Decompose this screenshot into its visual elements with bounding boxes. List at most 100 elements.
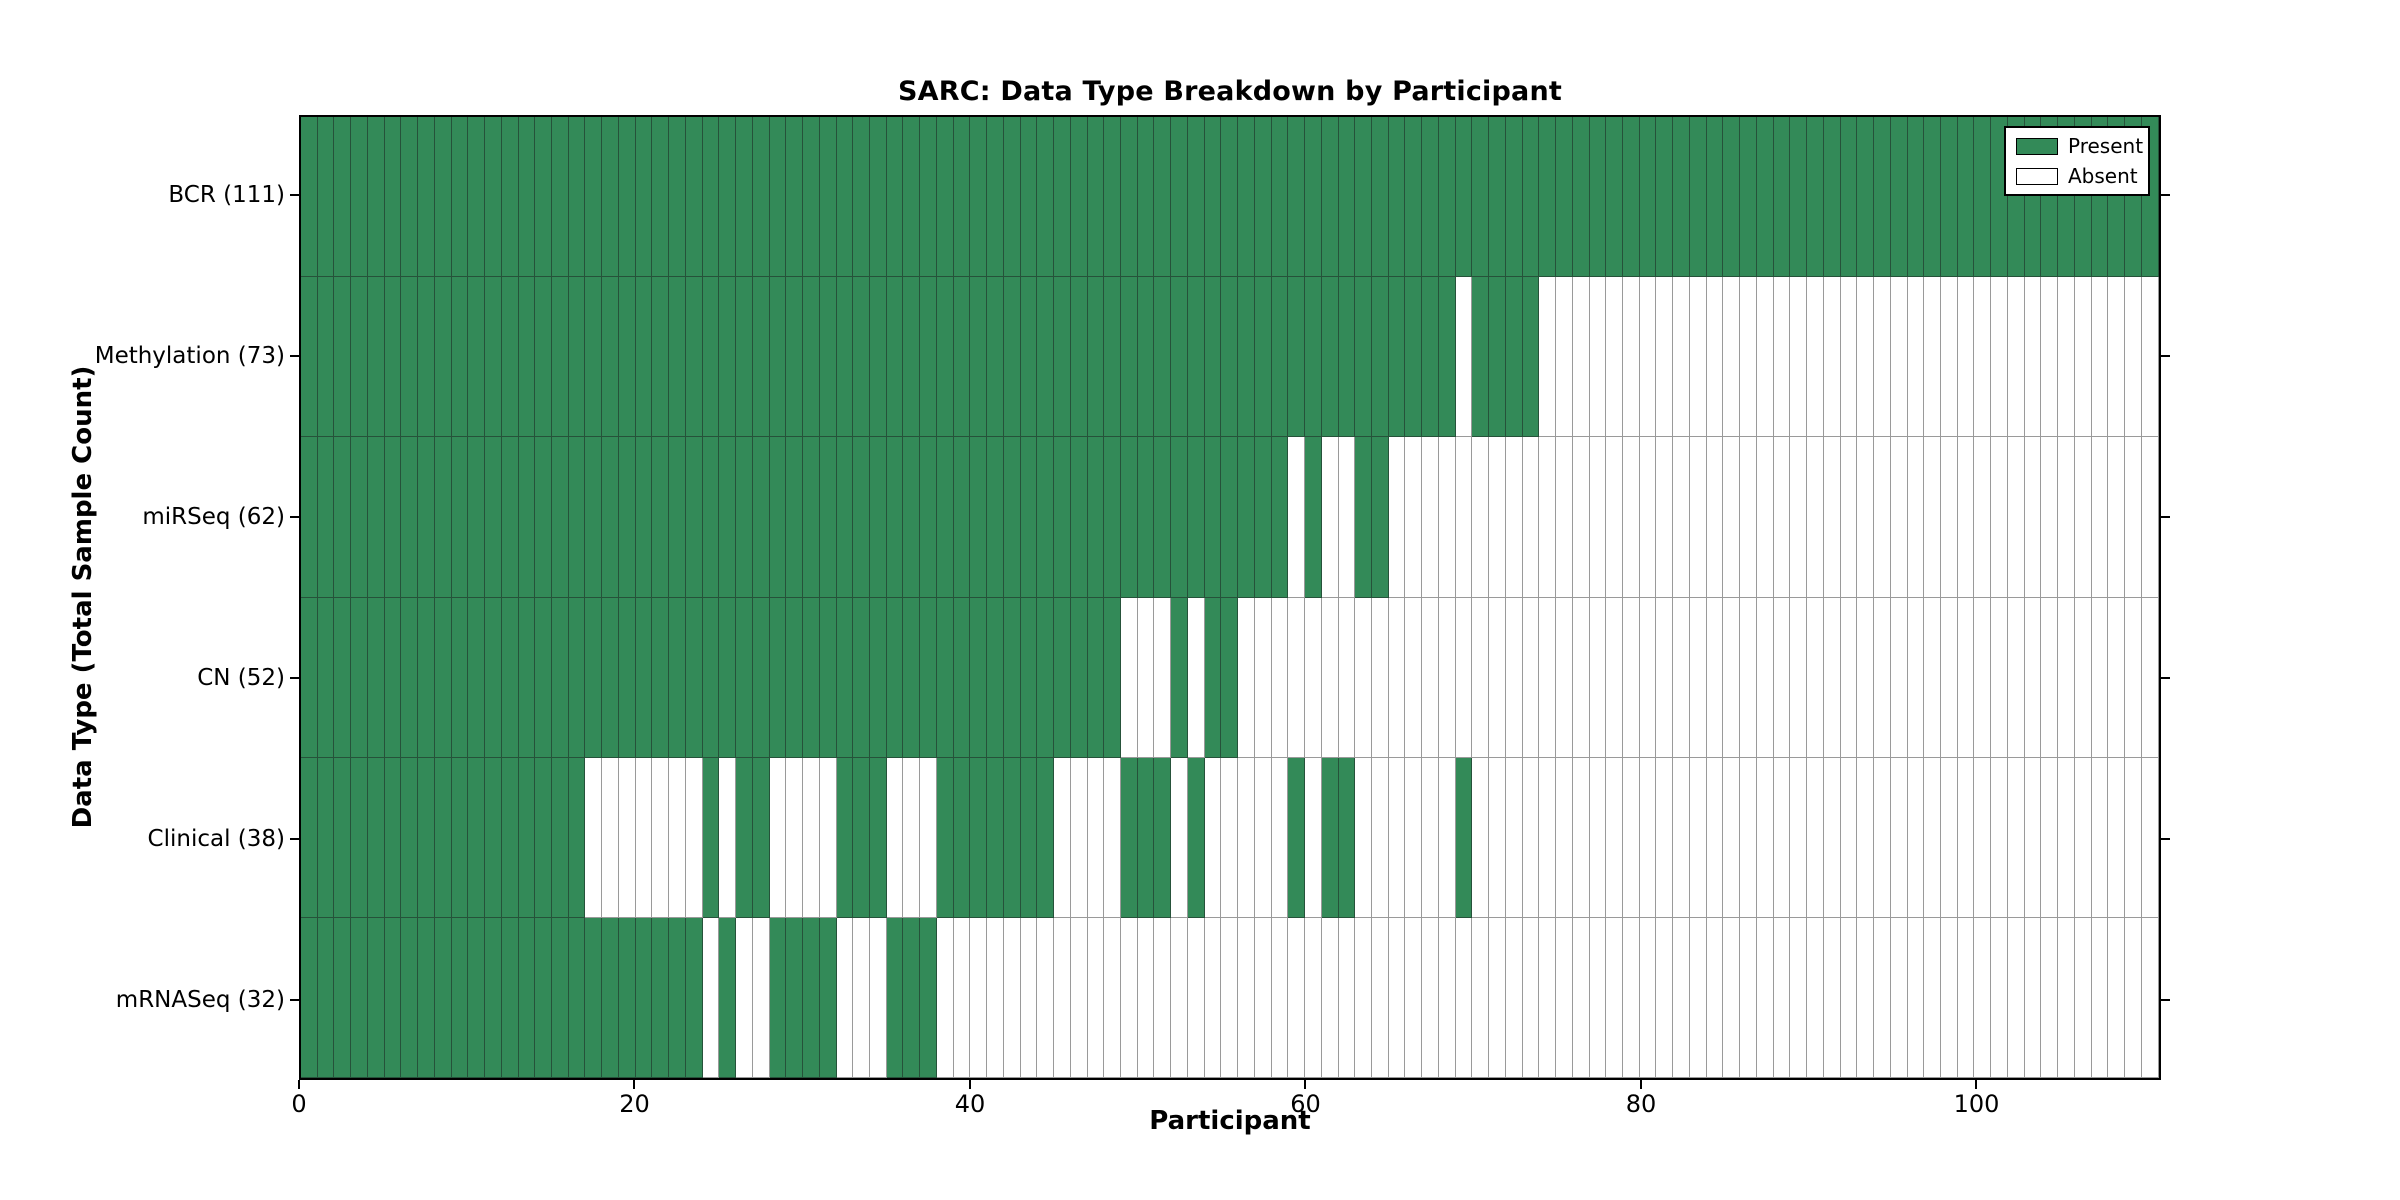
cell [903,437,921,598]
cell [1656,437,1674,598]
cell [1706,437,1724,598]
y-tick-mark-left [290,998,299,1001]
cell [1773,437,1791,598]
cell [1438,917,1456,1079]
cell [1723,437,1741,598]
cell [1706,757,1724,918]
cell [1773,277,1791,438]
cell [317,917,335,1079]
cell [635,277,653,438]
cell [736,597,753,758]
cell [652,597,670,758]
cell [1522,917,1540,1079]
cell [1756,277,1774,438]
cell [1907,437,1925,598]
cell [1338,917,1356,1079]
x-axis-label: Participant [1149,1106,1311,1136]
cell [1120,917,1138,1079]
cell [468,277,486,438]
cell [1489,597,1506,758]
cell [2091,597,2109,758]
cell [1689,917,1707,1079]
cell [535,597,553,758]
cell [2007,757,2025,918]
cell [1907,117,1925,278]
cell [2007,917,2025,1079]
cell [367,597,385,758]
cell [803,917,820,1079]
cell [803,437,820,598]
cell [1924,437,1941,598]
cell [1238,917,1255,1079]
cell [1539,917,1557,1079]
cell [1890,597,1908,758]
cell [1740,757,1757,918]
cell [351,757,368,918]
cell [769,597,787,758]
cell [1957,277,1975,438]
cell [602,917,619,1079]
cell [1689,597,1707,758]
cell [1723,277,1741,438]
cell [1673,277,1690,438]
y-tick-mark-right [2161,516,2170,519]
cell [1740,277,1757,438]
cell [1991,597,2008,758]
cell [987,917,1004,1079]
cell [535,757,553,918]
cell [1070,917,1088,1079]
cell [1823,277,1841,438]
cell [1455,917,1473,1079]
cell [1238,437,1255,598]
cell [1572,437,1590,598]
cell [669,757,686,918]
cell [1623,597,1640,758]
cell [518,917,536,1079]
cell [1924,277,1941,438]
cell [2058,277,2075,438]
cell [1120,277,1138,438]
cell [1606,757,1624,918]
cell [1204,757,1222,918]
x-tick-label: 40 [954,1090,986,1118]
cell [301,437,318,598]
cell [568,117,586,278]
cell [836,597,854,758]
cell [853,757,870,918]
cell [736,757,753,918]
cell [1254,277,1272,438]
cell [702,117,720,278]
cell [602,117,619,278]
cell [351,597,368,758]
cell [1254,117,1272,278]
cell [418,117,435,278]
cell [1940,117,1958,278]
cell [1087,757,1105,918]
cell [1656,277,1674,438]
cell [1623,437,1640,598]
cell [1606,597,1624,758]
cell [1254,917,1272,1079]
cell [1137,277,1155,438]
cell [1706,117,1724,278]
cell [1539,437,1557,598]
cell [752,757,770,918]
cell [1154,597,1172,758]
cell [1238,277,1255,438]
cell [418,917,435,1079]
cell [1890,917,1908,1079]
cell [1037,917,1055,1079]
cell [602,277,619,438]
cell [501,757,519,918]
cell [1438,597,1456,758]
cell [1271,437,1289,598]
cell [518,757,536,918]
cell [1489,117,1506,278]
cell [1890,757,1908,918]
cell [1221,437,1239,598]
cell [702,757,720,918]
y-tick-mark-left [290,355,299,358]
cell [1405,597,1423,758]
cell [1305,597,1322,758]
cell [1104,917,1121,1079]
